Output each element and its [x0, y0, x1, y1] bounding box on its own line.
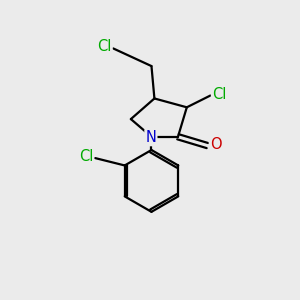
- Text: Cl: Cl: [79, 149, 93, 164]
- Text: Cl: Cl: [97, 39, 112, 54]
- Text: O: O: [210, 137, 221, 152]
- Text: Cl: Cl: [212, 87, 226, 102]
- Text: N: N: [146, 130, 156, 145]
